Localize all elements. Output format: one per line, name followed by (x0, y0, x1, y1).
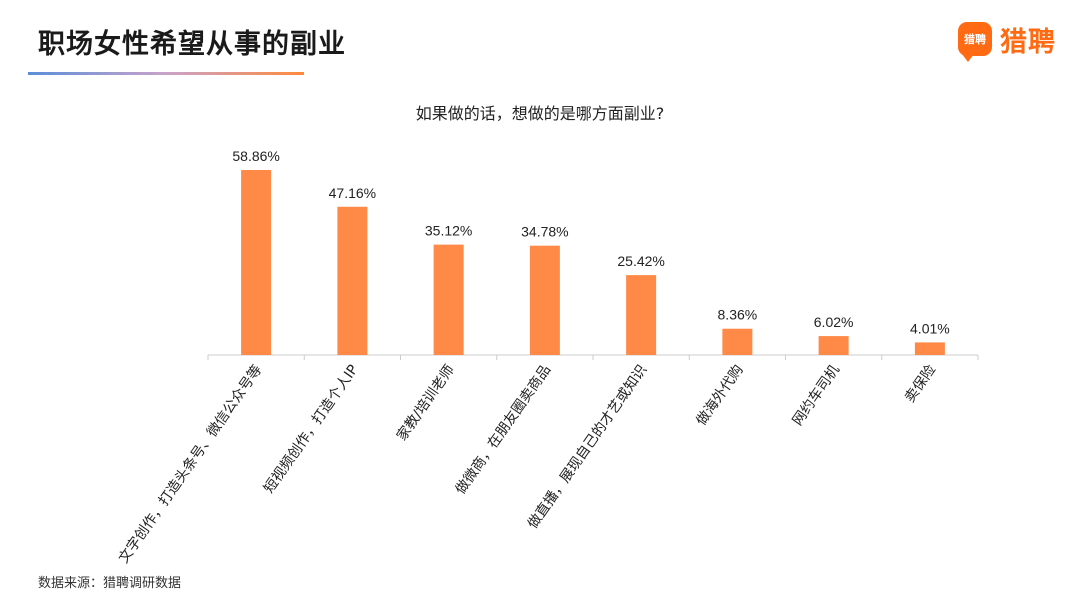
chart-title: 如果做的话，想做的是哪方面副业? (415, 104, 665, 123)
title-underline (28, 72, 304, 75)
bar (241, 170, 272, 355)
data-label: 34.78% (521, 224, 568, 240)
x-tick-label: 短视频创作，打造个人IP (260, 362, 361, 497)
bar (818, 336, 849, 355)
x-tick-label: 做海外代购 (693, 362, 746, 429)
data-label: 47.16% (329, 185, 376, 201)
data-label: 4.01% (910, 320, 950, 336)
data-label: 25.42% (617, 253, 664, 269)
x-tick-label: 家教/培训老师 (393, 362, 458, 444)
x-tick-label: 文字创作，打造头条号、微信公众号等 (115, 362, 265, 567)
speech-bubble-logo-icon: 猎聘 (958, 22, 992, 62)
x-tick-label: 做微商，在朋友圈卖商品 (453, 362, 554, 497)
bar (626, 275, 657, 355)
data-label: 58.86% (232, 148, 279, 164)
x-tick-label: 卖保险 (902, 362, 939, 406)
x-tick-label: 网约车司机 (789, 362, 843, 429)
bar (914, 342, 945, 355)
data-label: 8.36% (718, 307, 758, 323)
bar (337, 206, 368, 355)
page-title: 职场女性希望从事的副业 (38, 29, 346, 60)
bar (722, 328, 753, 355)
liepin-logo: 猎聘 猎聘 (958, 20, 1056, 62)
bar (529, 245, 560, 355)
bar (433, 244, 464, 355)
logo-text: 猎聘 (1000, 26, 1056, 58)
data-source-note: 数据来源：猎聘调研数据 (38, 576, 182, 591)
data-label: 35.12% (425, 223, 472, 239)
data-label: 6.02% (814, 314, 854, 330)
